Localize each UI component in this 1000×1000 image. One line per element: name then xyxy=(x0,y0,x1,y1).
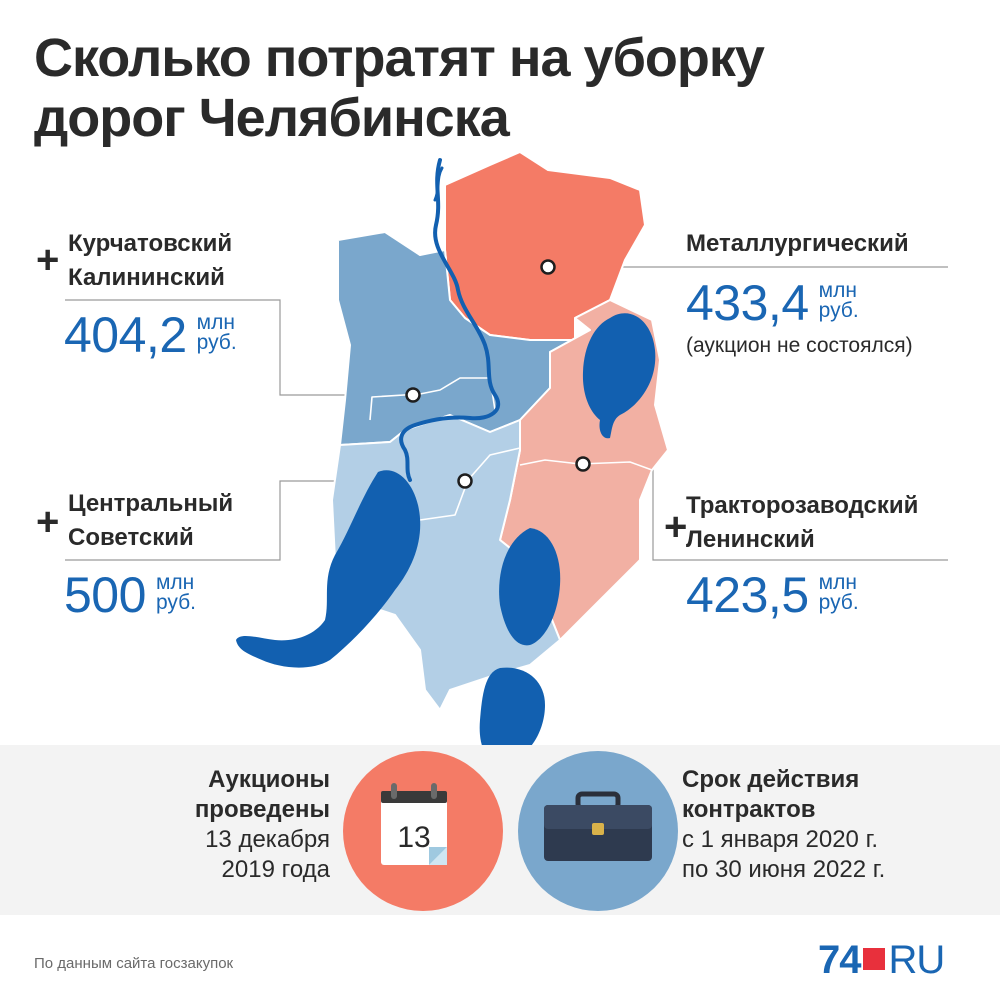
district-name: Курчатовский xyxy=(68,230,233,257)
district-label-traktorozavodsky-leninsky: Тракторозаводский Ленинский xyxy=(686,489,918,557)
calendar-day: 13 xyxy=(397,821,430,854)
amount-value: 404,2 xyxy=(64,307,187,363)
logo-74ru: 74 RU xyxy=(818,938,946,982)
district-name: Калининский xyxy=(68,264,225,291)
district-label-tsentralny-sovetsky: Центральный Советский xyxy=(68,487,233,555)
lake-pervoe xyxy=(582,313,656,439)
amount-unit: млн руб. xyxy=(196,311,237,354)
marker-traktorozavodsky xyxy=(575,456,591,472)
marker-kurchatovsky xyxy=(405,387,421,403)
amount-unit: млн руб. xyxy=(818,571,859,614)
amount-tsentralny-sovetsky: 500 млн руб. xyxy=(64,570,196,620)
district-name: Ленинский xyxy=(686,526,815,553)
briefcase-circle xyxy=(518,751,678,911)
lake-sineglazovo xyxy=(499,528,561,646)
amount-unit: млн руб. xyxy=(155,571,196,614)
amount-value: 423,5 xyxy=(686,567,809,623)
amount-kurchatovsky-kalininsky: 404,2 млн руб. xyxy=(64,310,237,360)
district-name: Центральный xyxy=(68,490,234,517)
auction-label: Аукционы xyxy=(208,766,330,793)
lake-smolino xyxy=(236,470,421,668)
amount-value: 433,4 xyxy=(686,275,809,331)
contract-info: Срок действия контрактов с 1 января 2020… xyxy=(682,765,885,885)
plus-icon: + xyxy=(36,238,60,282)
district-name: Металлургический xyxy=(686,230,909,257)
plus-icon: + xyxy=(36,500,60,544)
logo-suffix: RU xyxy=(888,938,946,982)
auction-date: 2019 года xyxy=(221,856,330,883)
title-line-1: Сколько потратят на уборку xyxy=(34,28,765,88)
amount-value: 500 xyxy=(64,567,146,623)
auction-label: проведены xyxy=(194,796,330,823)
contract-label: контрактов xyxy=(682,796,816,823)
logo-number: 74 xyxy=(818,938,861,982)
river xyxy=(399,158,501,482)
contract-label: Срок действия xyxy=(682,766,860,793)
plus-icon: + xyxy=(664,505,688,549)
amount-traktorozavodsky-leninsky: 423,5 млн руб. xyxy=(686,570,859,620)
auction-date: 13 декабря xyxy=(205,826,330,853)
lake-south xyxy=(479,667,545,763)
title-line-2: дорог Челябинска xyxy=(34,88,510,148)
calendar-icon: 13 xyxy=(381,783,447,865)
contract-period: с 1 января 2020 г. xyxy=(682,826,879,853)
auction-failed-note: (аукцион не состоялся) xyxy=(686,334,913,357)
marker-tsentralny xyxy=(457,473,473,489)
contract-period: по 30 июня 2022 г. xyxy=(682,856,886,883)
district-label-metallurgichesky: Металлургический xyxy=(686,227,909,261)
amount-metallurgichesky: 433,4 млн руб. xyxy=(686,278,859,328)
district-label-kurchatovsky-kalininsky: Курчатовский Калининский xyxy=(68,227,232,295)
briefcase-icon xyxy=(544,791,652,861)
logo-square-icon xyxy=(862,948,885,971)
district-name: Советский xyxy=(68,524,194,551)
source-note: По данным сайта госзакупок xyxy=(34,955,234,972)
page-title: Сколько потратят на уборку дорог Челябин… xyxy=(34,28,794,148)
marker-metallurgichesky xyxy=(540,259,556,275)
auction-info: Аукционы проведены 13 декабря 2019 года xyxy=(150,765,330,885)
amount-unit: млн руб. xyxy=(818,279,859,322)
calendar-circle: 13 xyxy=(343,751,503,911)
district-name: Тракторозаводский xyxy=(686,492,919,519)
